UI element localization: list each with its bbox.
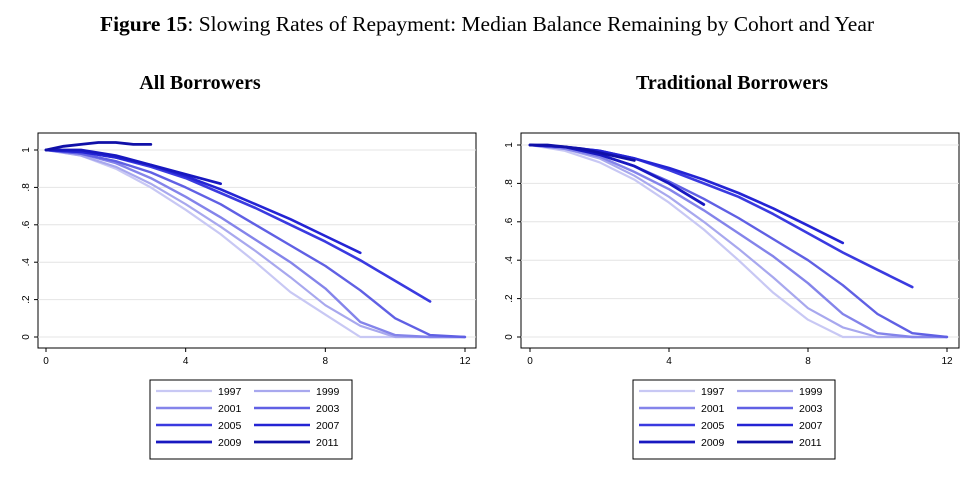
legend-label-2005: 2005 [218,420,242,432]
y-tick-label: .4 [504,256,515,265]
legend-label-2001: 2001 [218,403,242,415]
y-tick-label: 0 [504,334,515,340]
legend-label-2005: 2005 [701,420,725,432]
legend-box [632,379,836,460]
series-line-2011 [44,141,153,152]
series-line-2007 [44,148,362,255]
x-tick-label: 4 [183,356,189,367]
legend-label-2011: 2011 [316,437,339,449]
x-tick-label: 12 [941,356,953,367]
series-line-1999 [44,148,467,339]
legend-label-2009: 2009 [218,437,242,449]
series-line-1999 [528,143,949,339]
y-tick-label: .8 [504,179,515,188]
figure-title-text: : Slowing Rates of Repayment: Median Bal… [187,12,875,36]
chart-panel-0: 0 .2 .4 .6 .8 1 0 4 8 12 1997 1999 2001 2003 2005 2007 2… [21,132,477,460]
y-tick-label: .2 [504,294,515,303]
legend-label-2007: 2007 [316,420,340,432]
figure-title: Figure 15: Slowing Rates of Repayment: M… [0,12,974,37]
legend: 1997 1999 2001 2003 2005 2007 2009 2011 [632,379,836,460]
legend-label-2007: 2007 [799,420,823,432]
legend-label-1999: 1999 [316,386,340,398]
series-line-2009 [44,148,222,186]
legend-box [149,379,353,460]
series-line-2011 [528,143,636,162]
legend-label-2003: 2003 [799,403,823,415]
legend-label-1999: 1999 [799,386,823,398]
x-tick-label: 8 [805,356,811,367]
panel-title-all-borrowers: All Borrowers [139,72,261,94]
series-line-2003 [44,148,467,339]
x-tick-label: 0 [43,356,49,367]
y-tick-label: 1 [21,147,32,153]
x-tick-label: 12 [459,356,471,367]
legend-label-2003: 2003 [316,403,340,415]
panel-title-traditional-borrowers: Traditional Borrowers [635,72,829,94]
legend-label-1997: 1997 [701,386,725,398]
x-tick-label: 4 [666,356,672,367]
x-tick-label: 0 [527,356,533,367]
legend: 1997 1999 2001 2003 2005 2007 2009 2011 [149,379,353,460]
plot-frame [520,132,960,349]
y-tick-label: .2 [21,295,32,304]
legend-label-2009: 2009 [701,437,725,449]
y-tick-label: .8 [21,183,32,192]
legend-label-2001: 2001 [701,403,725,415]
figure-label: Figure 15 [99,12,188,36]
y-tick-label: 0 [21,334,32,340]
y-tick-label: .4 [21,258,32,267]
series-line-2001 [528,143,949,339]
chart-panel-1: 0 .2 .4 .6 .8 1 0 4 8 12 1997 1999 2001 2003 2005 2007 2… [504,132,960,460]
y-tick-label: .6 [504,217,515,226]
legend-label-2011: 2011 [799,437,822,449]
y-tick-label: 1 [504,142,515,148]
y-tick-label: .6 [21,220,32,229]
legend-label-1997: 1997 [218,386,242,398]
x-tick-label: 8 [323,356,329,367]
series-line-2001 [44,148,467,339]
